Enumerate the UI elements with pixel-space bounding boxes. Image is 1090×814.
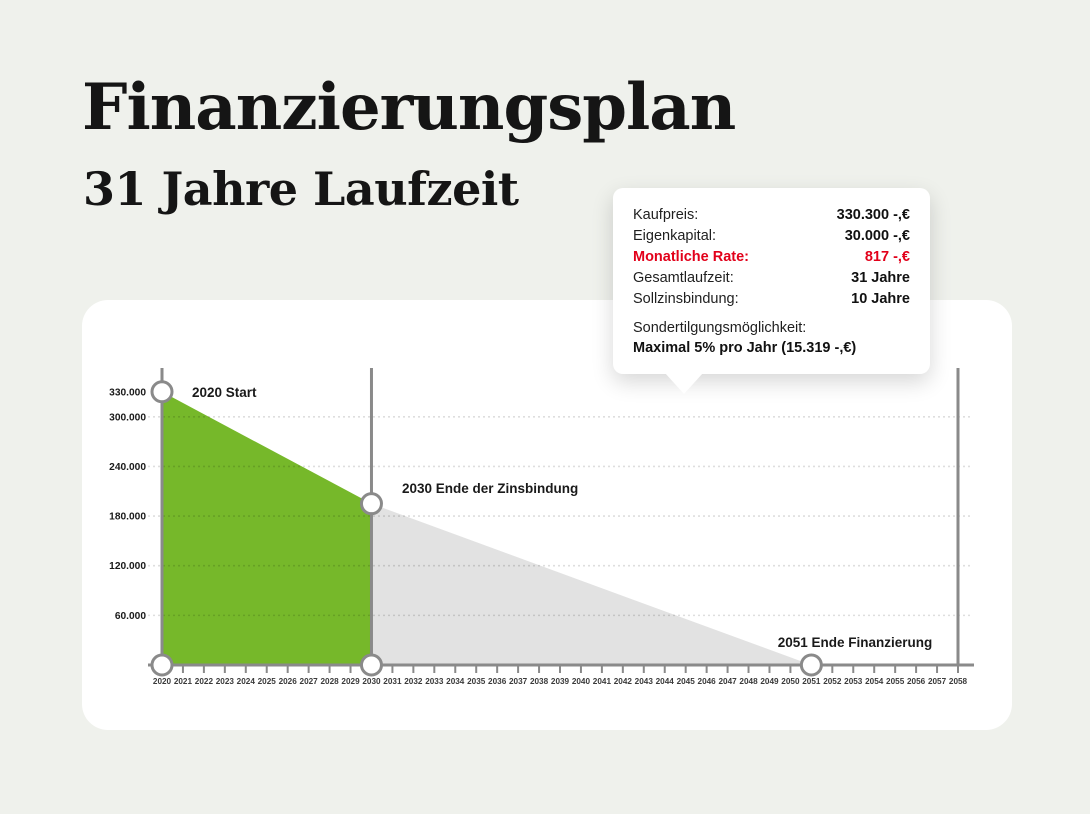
x-tick-label: 2048 <box>739 677 758 686</box>
x-tick-label: 2036 <box>488 677 507 686</box>
x-tick-label: 2034 <box>446 677 465 686</box>
x-tick-label: 2039 <box>551 677 570 686</box>
x-axis-labels: 2020 2021 2022 2023 2024 2025 2026 2027 2028 2029… <box>153 677 968 686</box>
chart-annotations: 2020 Start 2030 Ende der Zinsbindung 2051 … <box>192 385 932 650</box>
loan-info-row-label: Monatliche Rate: <box>633 249 750 265</box>
x-tick-label: 2049 <box>760 677 779 686</box>
x-tick-label: 2057 <box>928 677 947 686</box>
x-tick-label: 2037 <box>509 677 528 686</box>
loan-info-row-value: 30.000 -,€ <box>844 228 910 244</box>
y-tick-label: 300.000 <box>109 412 146 423</box>
x-tick-label: 2047 <box>718 677 737 686</box>
chart-gridlines <box>148 416 972 617</box>
y-tick-label: 60.000 <box>115 611 146 622</box>
x-tick-label: 2020 <box>153 677 172 686</box>
x-tick-label: 2038 <box>530 677 549 686</box>
x-tick-label: 2027 <box>300 677 319 686</box>
loan-info-row-value: 31 Jahre <box>851 270 910 286</box>
x-tick-label: 2030 <box>362 677 381 686</box>
x-tick-label: 2031 <box>383 677 402 686</box>
special-repayment-label: Sondertilgungsmöglichkeit: <box>633 320 807 336</box>
loan-info-row-value: 817 -,€ <box>864 249 910 265</box>
loan-info-row-label: Kaufpreis: <box>633 207 699 223</box>
loan-info-row: Kaufpreis: 330.300 -,€ <box>633 205 910 226</box>
loan-info-row: Gesamtlaufzeit: 31 Jahre <box>633 268 910 289</box>
loan-info-tooltip: Kaufpreis: 330.300 -,€ Eigenkapital: 30.000… <box>613 188 930 394</box>
x-tick-label: 2043 <box>635 677 654 686</box>
x-tick-label: 2056 <box>907 677 926 686</box>
y-axis-labels: 330.000 300.000 240.000 180.000 120.000 60.00… <box>109 388 146 622</box>
x-tick-label: 2033 <box>425 677 444 686</box>
loan-info-row: Eigenkapital: 30.000 -,€ <box>633 226 910 247</box>
x-tick-label: 2025 <box>258 677 277 686</box>
chart-vertical-lines <box>160 368 960 665</box>
y-tick-label: 120.000 <box>109 561 146 572</box>
area-zinsbindung <box>162 391 372 665</box>
x-tick-label: 2058 <box>949 677 968 686</box>
chart-areas <box>162 391 812 665</box>
loan-info-row: Monatliche Rate: 817 -,€ <box>633 247 910 268</box>
financing-chart: 2020 2021 2022 2023 2024 2025 2026 2027 2028 2029… <box>109 368 974 686</box>
x-tick-label: 2052 <box>823 677 842 686</box>
x-tick-label: 2026 <box>279 677 298 686</box>
x-tick-label: 2042 <box>614 677 633 686</box>
x-tick-label: 2045 <box>677 677 696 686</box>
chart-marker-2020[interactable] <box>150 653 174 677</box>
loan-info-row-label: Eigenkapital: <box>633 228 717 244</box>
x-tick-label: 2040 <box>572 677 591 686</box>
x-tick-label: 2028 <box>320 677 339 686</box>
loan-info-row-value: 330.300 -,€ <box>836 207 910 223</box>
y-tick-label: 180.000 <box>109 512 146 523</box>
x-tick-label: 2041 <box>593 677 612 686</box>
loan-info-row-label: Sollzinsbindung: <box>633 291 739 307</box>
x-tick-label: 2050 <box>781 677 800 686</box>
special-repayment-value: Maximal 5% pro Jahr (15.319 -,€) <box>633 340 857 356</box>
loan-info-row: Sollzinsbindung: 10 Jahre <box>633 289 910 310</box>
x-tick-label: 2054 <box>865 677 884 686</box>
x-tick-label: 2021 <box>174 677 193 686</box>
x-tick-label: 2055 <box>886 677 905 686</box>
x-tick-label: 2044 <box>656 677 675 686</box>
chart-marker-2030[interactable] <box>359 492 383 516</box>
chart-markers <box>150 380 823 677</box>
y-tick-label: 330.000 <box>109 388 146 399</box>
loan-info-rows: Kaufpreis: 330.300 -,€ Eigenkapital: 30.000… <box>633 205 910 310</box>
annotation-2020: 2020 Start <box>192 385 257 400</box>
loan-info-row-label: Gesamtlaufzeit: <box>633 270 734 286</box>
area-restlaufzeit <box>371 503 812 665</box>
x-tick-label: 2051 <box>802 677 821 686</box>
x-tick-label: 2022 <box>195 677 214 686</box>
x-tick-label: 2023 <box>216 677 235 686</box>
page-subtitle: 31 Jahre Laufzeit <box>83 162 519 216</box>
x-tick-label: 2053 <box>844 677 863 686</box>
loan-info-footer: Sondertilgungsmöglichkeit: Maximal 5% pr… <box>633 318 910 358</box>
loan-info-row-value: 10 Jahre <box>851 291 910 307</box>
page-title: Finanzierungsplan <box>82 70 736 145</box>
chart-marker-2030[interactable] <box>359 653 383 677</box>
x-tick-label: 2029 <box>341 677 360 686</box>
chart-marker-2051[interactable] <box>799 653 823 677</box>
x-tick-label: 2032 <box>404 677 423 686</box>
annotation-2051: 2051 Ende Finanzierung <box>778 635 933 650</box>
x-tick-label: 2024 <box>237 677 256 686</box>
chart-marker-2020[interactable] <box>150 380 174 404</box>
annotation-2030: 2030 Ende der Zinsbindung <box>402 481 578 496</box>
x-tick-label: 2035 <box>467 677 486 686</box>
y-tick-label: 240.000 <box>109 462 146 473</box>
x-tick-label: 2046 <box>698 677 717 686</box>
